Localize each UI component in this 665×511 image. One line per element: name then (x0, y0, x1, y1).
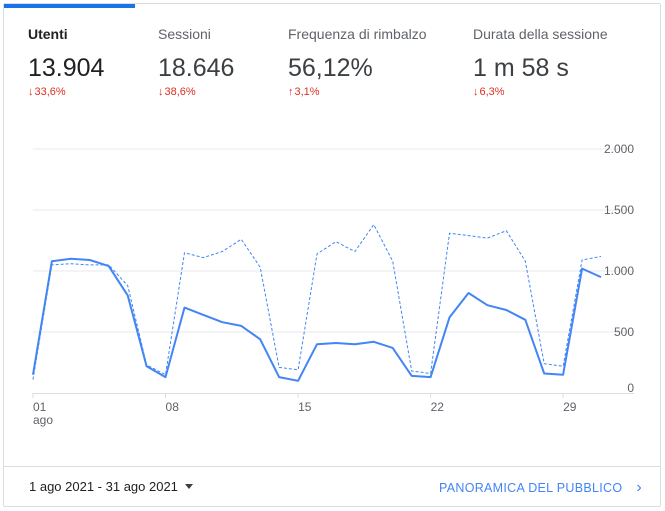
x-tick-label: 29 (563, 400, 577, 414)
y-tick-label: 1.500 (604, 203, 634, 217)
date-range-selector[interactable]: 1 ago 2021 - 31 ago 2021 (29, 479, 193, 494)
metric-change: ↓6,3% (473, 86, 505, 98)
metric-label: Frequenza di rimbalzo (288, 26, 427, 42)
x-tick-label: 08 (166, 400, 180, 414)
series-line-current-period (32, 257, 602, 382)
metric-change-value: 3,1% (294, 86, 320, 98)
x-tick-label: 01 (33, 400, 47, 414)
arrow-up-icon: ↑ (288, 86, 294, 98)
y-tick-label: 0 (627, 381, 634, 395)
x-tick-sublabel: ago (33, 413, 53, 427)
arrow-down-icon: ↓ (158, 86, 164, 98)
metric-change: ↓38,6% (158, 86, 196, 98)
y-tick-label: 2.000 (604, 142, 634, 156)
y-tick-label: 500 (614, 325, 634, 339)
metric-value: 18.646 (158, 54, 235, 82)
y-tick-label: 1.000 (604, 264, 634, 278)
metric-change-value: 33,6% (34, 86, 66, 98)
metric-change: ↓33,6% (28, 86, 66, 98)
audience-overview-label: PANORAMICA DEL PUBBLICO (439, 481, 623, 495)
date-range-label: 1 ago 2021 - 31 ago 2021 (29, 479, 178, 494)
metric-label: Utenti (28, 26, 68, 42)
chevron-right-icon: › (636, 479, 642, 496)
arrow-down-icon: ↓ (28, 86, 34, 98)
series-line-previous-period (32, 224, 602, 380)
arrow-down-icon: ↓ (473, 86, 479, 98)
caret-down-icon (184, 484, 193, 490)
metric-value: 1 m 58 s (473, 54, 569, 82)
x-tick-label: 15 (298, 400, 312, 414)
audience-overview-link[interactable]: PANORAMICA DEL PUBBLICO › (439, 479, 642, 497)
audience-overview-card: Utenti 13.904 ↓33,6% Sessioni 18.646 ↓38… (3, 3, 661, 507)
metric-label: Durata della sessione (473, 26, 608, 42)
metric-value: 56,12% (288, 54, 373, 82)
selected-metric-indicator (4, 4, 135, 8)
metric-change: ↑3,1% (288, 86, 320, 98)
x-tick-label: 22 (431, 400, 445, 414)
metric-value: 13.904 (28, 54, 105, 82)
metric-change-value: 38,6% (164, 86, 196, 98)
metric-change-value: 6,3% (479, 86, 505, 98)
metric-label: Sessioni (158, 26, 211, 42)
footer-divider (4, 466, 660, 467)
